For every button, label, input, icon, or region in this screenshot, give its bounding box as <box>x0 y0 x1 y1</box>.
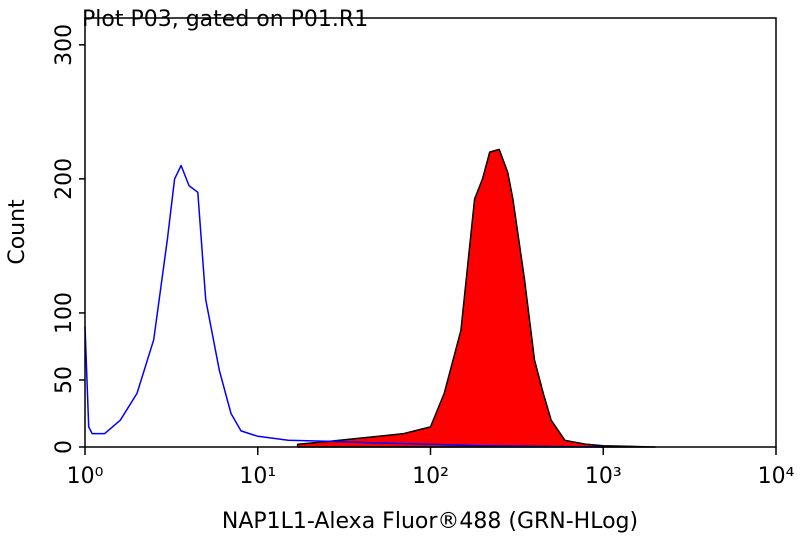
y-tick-label: 0 <box>52 440 77 454</box>
y-axis-title: Count <box>5 199 30 265</box>
chart-title: Plot P03, gated on P01.R1 <box>82 7 368 32</box>
x-tick-label: 10⁰ <box>67 464 104 489</box>
x-tick-label: 10⁴ <box>758 464 795 489</box>
histogram-line <box>84 164 604 448</box>
x-axis-title: NAP1L1-Alexa Fluor®488 (GRN-HLog) <box>222 509 638 534</box>
x-tick-label: 10¹ <box>239 464 276 489</box>
histogram-area <box>296 148 657 448</box>
y-tick-label: 200 <box>52 158 77 200</box>
y-tick-label: 300 <box>52 24 77 66</box>
y-tick-label: 50 <box>52 366 77 394</box>
x-tick-label: 10³ <box>585 464 622 489</box>
y-tick-label: 100 <box>52 292 77 334</box>
x-tick-label: 10² <box>412 464 449 489</box>
plot-frame <box>84 17 777 448</box>
